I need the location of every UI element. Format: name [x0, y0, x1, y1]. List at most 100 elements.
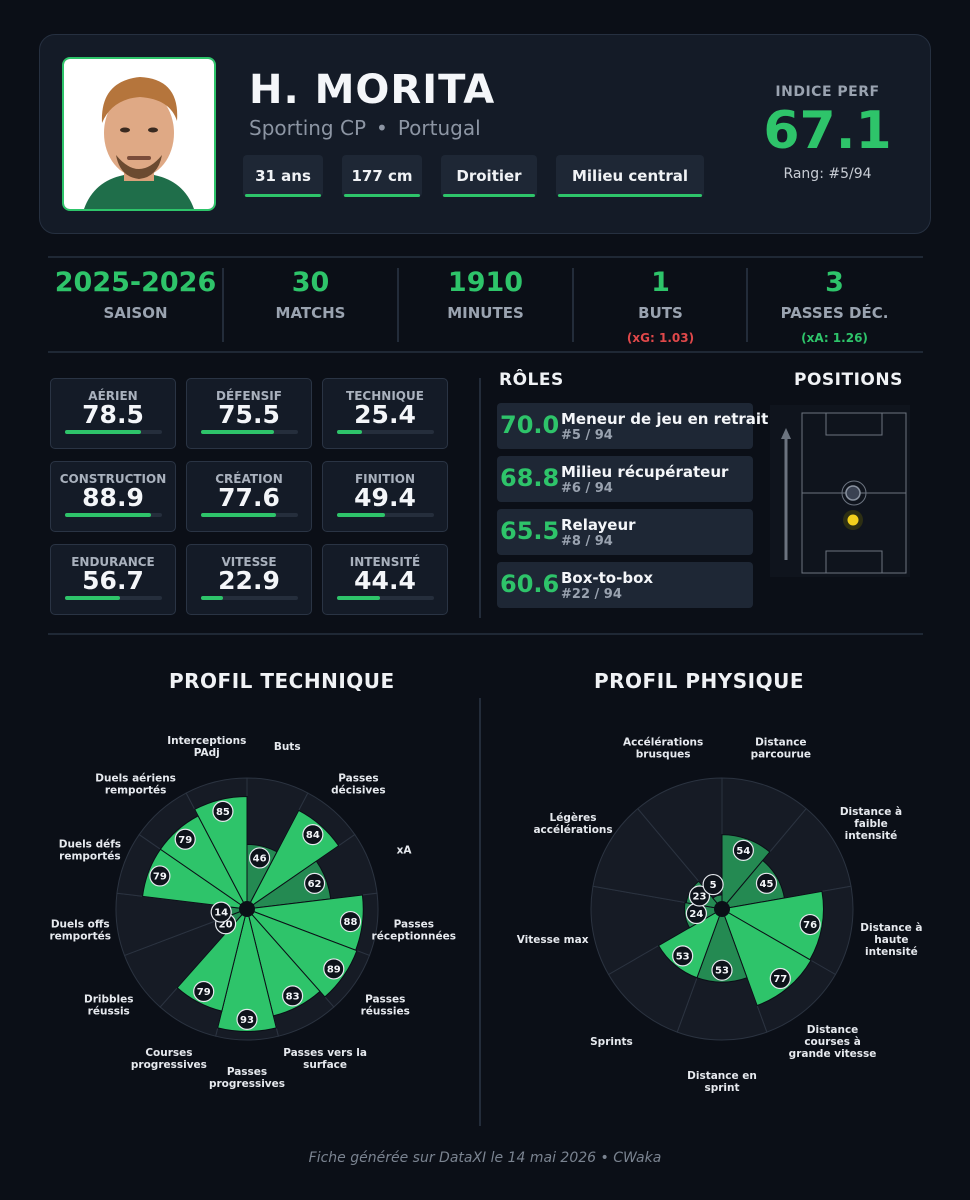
radar-sector-bg	[592, 807, 724, 910]
country-name: Portugal	[397, 116, 481, 140]
radar-value-label: 62	[308, 879, 322, 890]
stat-separator	[572, 268, 574, 342]
radar-axis-label: Distance parcourue	[751, 736, 811, 760]
radar-axis-label: Passes réussies	[361, 993, 410, 1017]
attr-bar-fill	[65, 430, 142, 434]
club-country: Sporting CP • Portugal	[249, 116, 481, 140]
attr-value: 22.9	[218, 566, 280, 595]
radar-sector-value	[217, 908, 277, 1032]
attr-label: CONSTRUCTION	[59, 472, 167, 486]
stat-assists: 3 PASSES DÉC. (xA: 1.26)	[747, 267, 922, 345]
radar-sector-value	[176, 908, 248, 1012]
radar-axis-label: Vitesse max	[517, 934, 589, 946]
radar-axis-label: Duels défs remportés	[59, 838, 121, 862]
role-score: 65.5	[500, 517, 560, 545]
radar-axis-label: Duels offs remportés	[49, 918, 111, 942]
attr-bar	[337, 513, 434, 517]
divider	[48, 351, 923, 353]
attr-label: VITESSE	[221, 555, 277, 569]
role-name: Milieu récupérateur	[561, 463, 729, 481]
radar-value-badge	[323, 958, 345, 980]
radar-value-label: 85	[216, 807, 230, 818]
position-primary-marker	[847, 514, 859, 526]
role-name: Box-to-box	[561, 569, 654, 587]
perf-rank: Rang: #5/94	[783, 166, 872, 182]
radar-value-label: 53	[715, 966, 729, 977]
radar-value-label: 45	[760, 879, 774, 890]
attr-bar-fill	[65, 596, 120, 600]
attr-bar-fill	[337, 513, 385, 517]
stat-separator	[746, 268, 748, 342]
radar-axis-label: Légères accélérations	[533, 812, 612, 836]
radar-value-badge	[210, 901, 232, 923]
player-header-card: H. MORITA Sporting CP • Portugal 31 ans 17…	[39, 34, 931, 234]
attr-tile-vitesse: VITESSE 22.9	[186, 544, 312, 615]
stat-matches: 30 MATCHS	[223, 267, 398, 322]
role-card: 70.0 Meneur de jeu en retrait #5 / 94	[497, 403, 768, 449]
radar-value-badge	[248, 847, 271, 869]
radar-axis-label: Passes décisives	[331, 772, 386, 796]
radar-axis-label: Courses progressives	[131, 1047, 207, 1071]
radar-value-badge	[339, 910, 362, 933]
stat-label: MINUTES	[447, 304, 524, 322]
attr-bar	[337, 596, 434, 600]
role-rank: #6 / 94	[561, 481, 613, 496]
stat-xg: (xG: 1.03)	[626, 331, 695, 345]
attr-label: INTENSITÉ	[349, 555, 421, 569]
stat-season: 2025-2026 SAISON	[48, 267, 223, 322]
radar-value-badge	[281, 985, 304, 1007]
stat-value: 2025-2026	[54, 267, 217, 298]
chip-age: 31 ans	[243, 155, 323, 197]
radar-axis-label: Distance à haute intensité	[860, 922, 922, 958]
radar-value-badge	[755, 872, 778, 894]
stat-value: 1	[651, 267, 670, 298]
separator-dot: •	[376, 116, 388, 140]
radar-axis-label: Passes réceptionnées	[372, 918, 456, 942]
role-card: 60.6 Box-to-box #22 / 94	[497, 562, 753, 608]
roles-title: RÔLES	[499, 370, 564, 390]
divider	[48, 256, 923, 258]
attr-value: 44.4	[354, 566, 416, 595]
pitch-diagram	[770, 405, 910, 577]
role-score: 70.0	[500, 411, 560, 439]
role-rank: #8 / 94	[561, 534, 613, 549]
attr-tile-finition: FINITION 49.4	[322, 461, 448, 532]
radar-value-label: 14	[214, 908, 228, 919]
player-name: H. MORITA	[249, 67, 496, 113]
attr-bar-fill	[201, 596, 224, 600]
radar-axis-label: Buts	[274, 741, 301, 753]
radar-value-label: 77	[773, 974, 787, 985]
pitch-background	[770, 405, 910, 577]
radar-value-label: 79	[197, 987, 211, 998]
chart-divider	[479, 698, 481, 1126]
radar-value-label: 83	[286, 991, 300, 1002]
radar-axis-label: Distance courses à grande vitesse	[789, 1024, 877, 1060]
role-name: Meneur de jeu en retrait	[561, 410, 769, 428]
stat-goals: 1 BUTS (xG: 1.03)	[573, 267, 748, 345]
radar-value-label: 79	[178, 835, 192, 846]
radar-value-badge	[799, 913, 821, 936]
technique-chart-title: PROFIL TECHNIQUE	[169, 669, 395, 693]
stat-label: MATCHS	[275, 304, 346, 322]
arrow-head-icon	[781, 428, 791, 439]
physique-radar-chart: 54 Distance parcourue 45 Distance à faible int…	[517, 736, 923, 1094]
chip-foot: Droitier	[441, 155, 537, 197]
footer-credit: Fiche générée sur DataXI le 14 mai 2026 …	[308, 1150, 662, 1166]
attr-label: CRÉATION	[215, 472, 283, 486]
radar-value-badge	[303, 872, 326, 894]
radar-value-badge	[174, 828, 196, 850]
role-name: Relayeur	[561, 516, 636, 534]
role-score: 60.6	[500, 570, 560, 598]
attr-bar	[65, 513, 162, 517]
physique-chart-title: PROFIL PHYSIQUE	[594, 669, 804, 693]
radar-axis-label: Interceptions PAdj	[167, 735, 246, 759]
attr-tile-construction: CONSTRUCTION 88.9	[50, 461, 176, 532]
attr-bar	[201, 513, 298, 517]
attr-value: 75.5	[218, 400, 280, 429]
radar-axis-label: Passes vers la surface	[283, 1047, 367, 1071]
stat-value: 1910	[447, 267, 524, 298]
attr-value: 56.7	[82, 566, 144, 595]
chip-position: Milieu central	[556, 155, 704, 197]
attr-label: FINITION	[354, 472, 416, 486]
radar-value-label: 5	[710, 880, 717, 891]
